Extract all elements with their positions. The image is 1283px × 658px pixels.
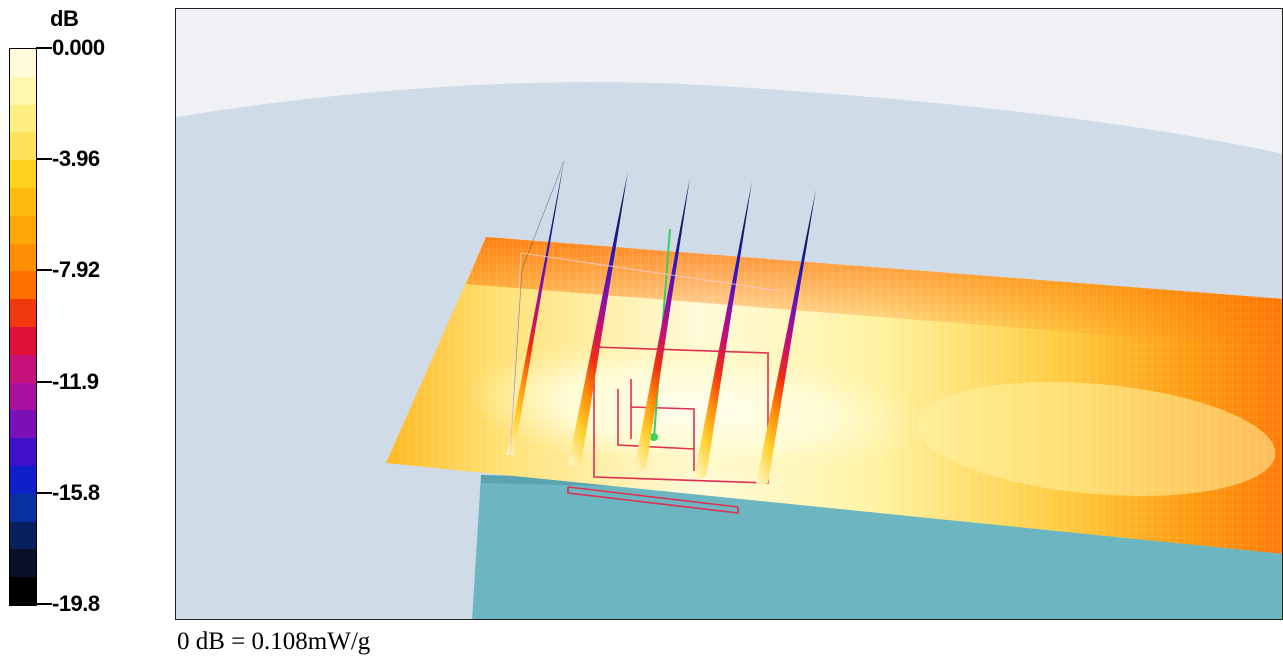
- legend-swatch: [10, 521, 36, 550]
- legend-swatch: [10, 76, 36, 105]
- colorbar-legend: dB 0.000 -3.96 -7.92 -11.9 -15.8 -19.8: [0, 0, 170, 620]
- legend-swatch: [10, 243, 36, 272]
- legend-tick: [36, 47, 52, 49]
- legend-tick-label: -7.92: [52, 257, 100, 283]
- vertical-slice-4: [694, 181, 752, 479]
- vertical-slice-5: [756, 189, 816, 485]
- legend-tick: [36, 269, 52, 272]
- legend-swatch: [10, 465, 36, 494]
- sar-measurement-plane: [386, 237, 1282, 554]
- legend-tick-label: -11.9: [52, 368, 99, 394]
- legend-unit-label: dB: [50, 6, 79, 31]
- legend-swatch: [10, 271, 36, 300]
- legend-swatch: [10, 493, 36, 522]
- legend-swatch: [10, 382, 36, 411]
- legend-swatch: [10, 104, 36, 133]
- legend-swatch: [10, 354, 36, 383]
- vertical-slice-1: [506, 160, 565, 456]
- legend-swatch: [10, 326, 36, 355]
- legend-tick-label: -15.8: [52, 479, 100, 505]
- legend-swatch: [10, 577, 36, 605]
- legend-swatch: [10, 187, 36, 216]
- legend-swatch: [10, 438, 36, 466]
- slice-frame-lines: [509, 252, 782, 456]
- reference-value-note: 0 dB = 0.108mW/g: [177, 628, 371, 655]
- legend-swatch: [10, 215, 36, 244]
- legend-tick: [36, 603, 52, 605]
- legend-swatch: [10, 410, 36, 439]
- legend-swatch: [10, 132, 36, 161]
- vertical-slice-2: [568, 171, 628, 467]
- legend-swatch: [10, 299, 36, 327]
- 3d-viewport[interactable]: [175, 8, 1283, 620]
- legend-tick: [36, 491, 52, 494]
- legend-tick-label: -19.8: [52, 591, 100, 616]
- sar-scene: [176, 82, 1282, 619]
- legend-swatch: [10, 49, 36, 77]
- legend-color-bar: [9, 48, 37, 606]
- legend-tick-label: -3.96: [52, 146, 100, 172]
- vertical-slice-3: [634, 177, 690, 471]
- legend-swatch: [10, 549, 36, 578]
- legend-swatch: [10, 160, 36, 188]
- legend-tick-label: 0.000: [52, 35, 105, 60]
- legend-tick: [36, 380, 52, 383]
- legend-tick: [36, 158, 52, 161]
